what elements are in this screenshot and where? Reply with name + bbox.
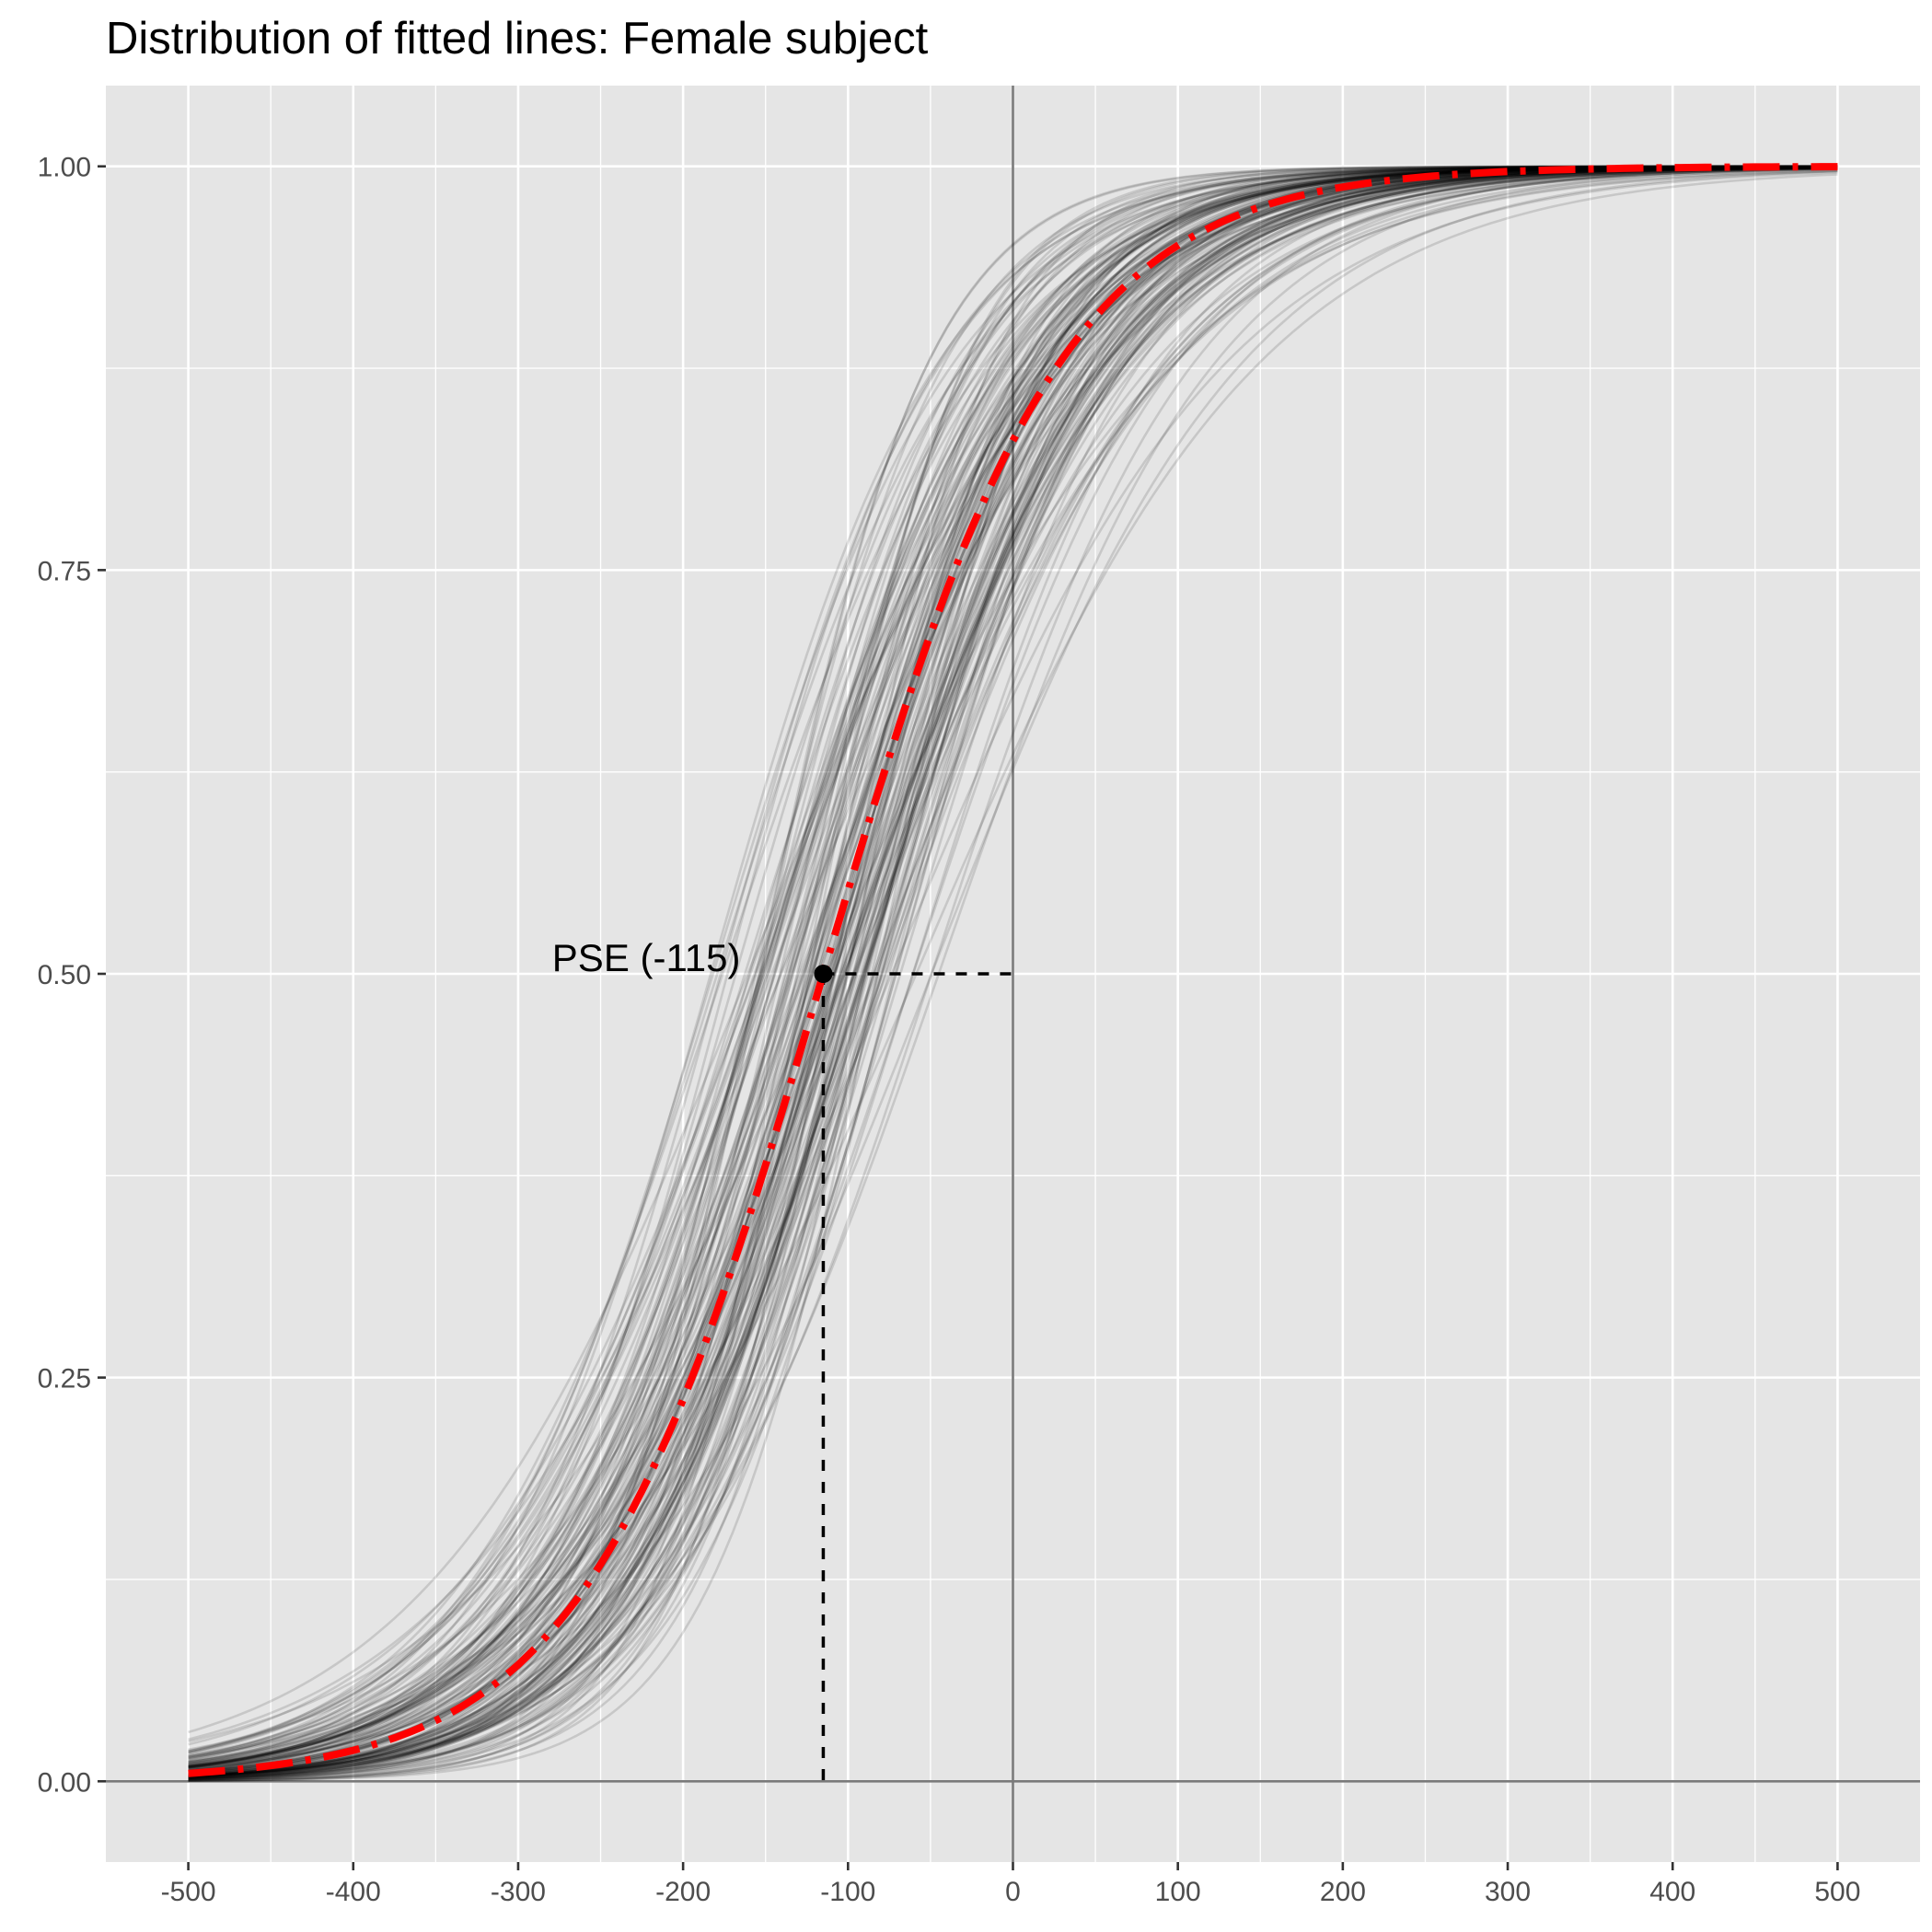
fitted-line (188, 166, 1838, 1768)
reference-lines (106, 86, 1920, 1862)
fitted-line (188, 168, 1838, 1757)
x-tick-label: -300 (491, 1877, 546, 1907)
fitted-line (188, 168, 1838, 1765)
x-tick-label: -200 (655, 1877, 711, 1907)
x-tick-label: 100 (1155, 1877, 1201, 1907)
fitted-line (188, 173, 1838, 1759)
fitted-line (188, 166, 1838, 1761)
fitted-line (188, 166, 1838, 1753)
fitted-line (188, 166, 1838, 1746)
fitted-line (188, 168, 1838, 1776)
x-tick-label: 400 (1649, 1877, 1695, 1907)
pse-guide-lines (821, 972, 1013, 1782)
fitted-line (188, 167, 1838, 1768)
x-tick-label: 0 (1005, 1877, 1021, 1907)
mean-fit-line (188, 163, 1838, 1777)
fitted-line (188, 166, 1838, 1769)
pse-point (814, 965, 833, 983)
fitted-line (188, 167, 1838, 1734)
x-tick-label: 500 (1814, 1877, 1860, 1907)
x-tick-label: -500 (161, 1877, 216, 1907)
fitted-line (188, 167, 1838, 1766)
fitted-line (188, 167, 1838, 1770)
fitted-line (188, 170, 1838, 1758)
y-tick-label: 0.50 (38, 960, 91, 990)
fitted-line (188, 167, 1838, 1776)
fitted-line (188, 166, 1838, 1774)
fitted-line (188, 167, 1838, 1767)
fitted-line (188, 167, 1838, 1769)
chart-title: Distribution of fitted lines: Female sub… (106, 14, 929, 64)
fitted-line (188, 169, 1838, 1752)
x-tick-label: 200 (1320, 1877, 1366, 1907)
fitted-line (188, 167, 1838, 1766)
pse-label: PSE (-115) (552, 936, 741, 979)
mean-fit-line-group (188, 163, 1838, 1777)
fitted-line (188, 167, 1838, 1764)
fitted-line (188, 169, 1838, 1743)
y-tick-label: 0.75 (38, 556, 91, 586)
fitted-line (188, 168, 1838, 1741)
fitted-line (188, 167, 1838, 1770)
fitted-line (188, 166, 1838, 1777)
x-tick-label: -100 (820, 1877, 875, 1907)
fitted-line (188, 166, 1838, 1767)
axis-tick-labels: -500 -400 -300 -200 -100 0 100 200 300 400 500 0.00… (38, 153, 1861, 1907)
fitted-line (188, 167, 1838, 1770)
y-tick-label: 0.00 (38, 1767, 91, 1798)
fitted-line (188, 168, 1838, 1764)
fitted-line (188, 167, 1838, 1757)
y-tick-label: 1.00 (38, 153, 91, 183)
fitted-line (188, 167, 1838, 1777)
y-tick-label: 0.25 (38, 1364, 91, 1394)
axis-ticks (98, 165, 1839, 1870)
fitted-line (188, 166, 1838, 1765)
fitted-line (188, 167, 1838, 1764)
fitted-line (188, 166, 1838, 1776)
fitted-line (188, 166, 1838, 1763)
x-tick-label: -400 (326, 1877, 381, 1907)
fitted-line (188, 166, 1838, 1771)
pse-marker-group: PSE (-115) (552, 936, 833, 983)
x-tick-label: 300 (1485, 1877, 1531, 1907)
